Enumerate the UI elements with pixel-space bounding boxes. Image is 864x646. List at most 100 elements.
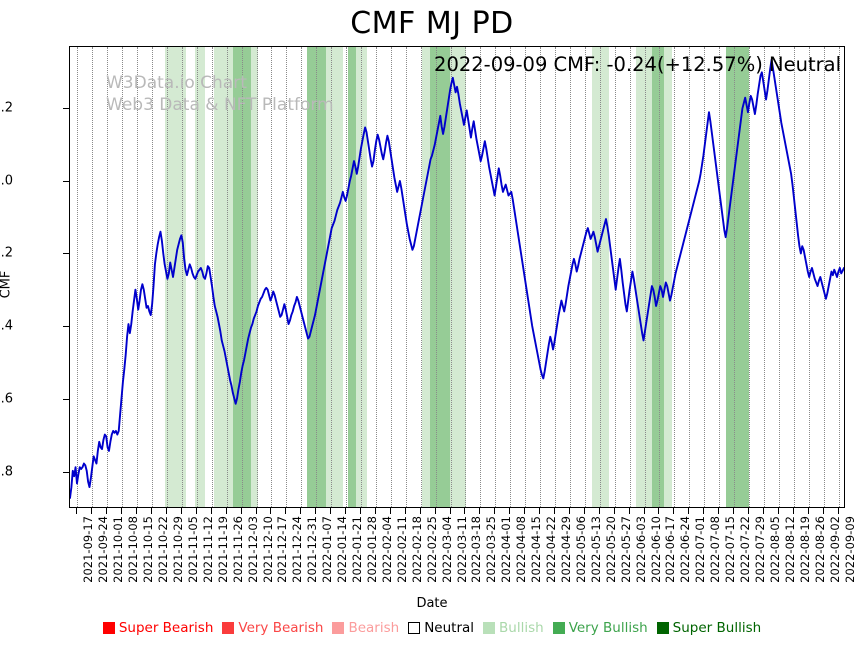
x-tick-mark <box>718 508 720 514</box>
x-tick-mark <box>613 508 615 514</box>
x-tick-label: 2022-01-21 <box>350 516 365 583</box>
x-tick-mark <box>404 508 406 514</box>
x-tick-label: 2022-04-29 <box>559 516 573 583</box>
legend-item[interactable]: Super Bullish <box>656 620 762 636</box>
x-tick-label: 2022-05-27 <box>618 516 633 583</box>
legend-label: Super Bearish <box>118 620 214 636</box>
x-tick-label: 2022-06-10 <box>648 516 663 583</box>
x-tick-label: 2022-03-25 <box>484 516 499 583</box>
y-tick-label: 0.0 <box>0 173 13 189</box>
legend-swatch <box>483 622 496 634</box>
legend-item[interactable]: Very Bearish <box>222 620 323 636</box>
gridline <box>465 47 467 507</box>
x-tick-label: 2022-03-18 <box>469 516 484 583</box>
gridline <box>659 47 661 507</box>
x-tick-mark <box>121 508 123 514</box>
gridline <box>331 47 333 507</box>
gridline <box>510 47 512 507</box>
x-tick-label: 2022-05-13 <box>588 516 603 583</box>
x-tick-label: 2022-07-01 <box>693 516 708 583</box>
x-tick-mark <box>703 508 705 514</box>
x-tick-mark <box>554 508 555 514</box>
gridline <box>122 47 124 507</box>
gridline <box>361 47 362 507</box>
legend-item[interactable]: Bearish <box>332 620 399 636</box>
signal-band <box>214 47 233 507</box>
x-tick-label: 2022-02-25 <box>424 516 439 583</box>
gridline <box>540 47 542 507</box>
legend-label: Super Bullish <box>672 620 762 636</box>
x-tick-mark <box>748 508 749 514</box>
x-tick-mark <box>389 508 391 514</box>
signal-band <box>635 47 652 507</box>
legend-swatch <box>222 622 235 634</box>
x-tick-mark <box>285 508 287 514</box>
gridline <box>301 47 303 507</box>
x-tick-mark <box>434 508 436 514</box>
signal-band <box>450 47 466 507</box>
y-tick-label: −0.2 <box>0 245 13 261</box>
gridline <box>241 47 243 507</box>
legend: Super Bearish Very Bearish Bearish Neutral B… <box>0 620 864 636</box>
gridline <box>316 47 318 507</box>
x-tick-mark <box>360 508 361 514</box>
gridline <box>704 47 706 507</box>
legend-item[interactable]: Super Bearish <box>102 620 214 636</box>
x-tick-label: 2021-10-15 <box>141 516 156 583</box>
x-tick-mark <box>479 508 481 514</box>
x-tick-label: 2022-05-20 <box>603 516 618 583</box>
legend-label: Neutral <box>424 620 475 636</box>
legend-label: Very Bearish <box>238 620 324 636</box>
x-tick-label: 2022-07-08 <box>708 516 723 583</box>
y-tick-mark <box>63 253 69 255</box>
x-tick-label: 2021-10-01 <box>111 516 126 583</box>
x-tick-label: 2022-04-15 <box>529 516 544 583</box>
signal-band <box>430 47 451 507</box>
y-tick-mark <box>63 107 69 109</box>
signal-band <box>663 47 673 507</box>
y-tick-label: −0.4 <box>0 318 13 334</box>
x-tick-label: 2021-09-17 <box>81 516 96 583</box>
signal-band <box>250 47 258 507</box>
x-tick-mark <box>449 508 451 514</box>
legend-label: Very Bullish <box>568 620 648 636</box>
x-tick-mark <box>166 508 167 514</box>
x-tick-mark <box>345 508 347 514</box>
x-tick-mark <box>598 508 600 514</box>
y-axis-label: CMF <box>0 270 14 299</box>
x-tick-label: 2022-01-28 <box>365 516 379 583</box>
legend-swatch <box>102 622 115 634</box>
x-tick-label: 2022-03-11 <box>454 516 469 583</box>
x-tick-label: 2022-08-12 <box>782 516 797 583</box>
gridline <box>346 47 348 507</box>
x-tick-mark <box>151 508 153 514</box>
gridline <box>793 47 795 507</box>
gridline <box>555 47 556 507</box>
x-tick-mark <box>315 508 317 514</box>
legend-label: Bullish <box>499 620 544 636</box>
x-tick-label: 2022-04-08 <box>514 516 529 583</box>
x-tick-mark <box>658 508 660 514</box>
x-tick-mark <box>225 508 227 514</box>
plot-area: W3Data.io Chart Web3 Data & NFT Platform… <box>69 46 845 508</box>
cmf-polyline <box>70 60 844 498</box>
x-tick-mark <box>643 508 645 514</box>
legend-label: Bearish <box>348 620 400 636</box>
x-tick-label: 2022-06-24 <box>678 516 693 583</box>
x-tick-label: 2022-08-19 <box>797 516 812 583</box>
x-tick-label: 2021-12-10 <box>260 516 275 583</box>
legend-item[interactable]: Very Bullish <box>552 620 648 636</box>
x-tick-mark <box>673 508 675 514</box>
x-tick-label: 2021-12-17 <box>275 516 290 583</box>
legend-item[interactable]: Bullish <box>483 620 544 636</box>
y-tick-label: 0.2 <box>0 100 13 116</box>
x-tick-mark <box>106 508 108 514</box>
x-tick-mark <box>733 508 735 514</box>
x-tick-mark <box>568 508 570 514</box>
x-tick-label: 2022-07-15 <box>723 516 738 583</box>
gridline <box>435 47 437 507</box>
legend-item[interactable]: Neutral <box>408 620 474 636</box>
gridline <box>823 47 825 507</box>
signal-band <box>164 47 187 507</box>
gridline <box>211 47 213 507</box>
